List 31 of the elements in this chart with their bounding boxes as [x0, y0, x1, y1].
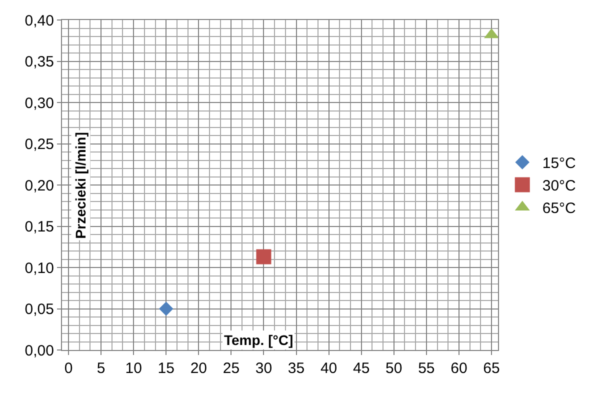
- legend-label: 15°C: [542, 155, 576, 172]
- y-tick-label: 0,00: [24, 342, 54, 360]
- x-axis-title: Temp. [°C]: [224, 332, 294, 348]
- y-axis-title: Przecieki [l/min]: [72, 132, 89, 239]
- y-tick-label: 0,40: [24, 12, 54, 30]
- x-tick-label: 45: [352, 360, 370, 377]
- legend-label: 30°C: [542, 178, 576, 195]
- x-tick-label: 65: [483, 360, 500, 377]
- x-tick-label: 30: [255, 360, 272, 377]
- point: [158, 302, 174, 316]
- point: [256, 249, 272, 264]
- x-tick-label: 20: [190, 360, 208, 377]
- x-tick-label: 60: [450, 360, 468, 377]
- x-tick-label: 10: [125, 360, 142, 377]
- y-tick-label: 0,25: [24, 136, 54, 153]
- x-tick-label: 25: [222, 360, 240, 377]
- x-tick-label: 0: [64, 360, 73, 377]
- y-tick-label: 0,35: [24, 54, 54, 70]
- x-tick-label: 55: [418, 360, 435, 377]
- point: [484, 28, 498, 38]
- y-tick-label: 0,05: [24, 301, 54, 318]
- x-tick-label: 15: [158, 360, 174, 377]
- legend-label: 65°C: [542, 200, 576, 218]
- y-tick-label: 0,20: [24, 177, 54, 194]
- x-tick-label: 5: [96, 360, 106, 377]
- x-tick-label: 50: [386, 360, 402, 377]
- x-tick-label: 40: [320, 360, 338, 377]
- y-tick-label: 0,15: [24, 218, 54, 236]
- y-tick-label: 0,10: [24, 260, 54, 277]
- y-tick-label: 0,30: [24, 94, 54, 112]
- x-tick-label: 35: [288, 360, 305, 377]
